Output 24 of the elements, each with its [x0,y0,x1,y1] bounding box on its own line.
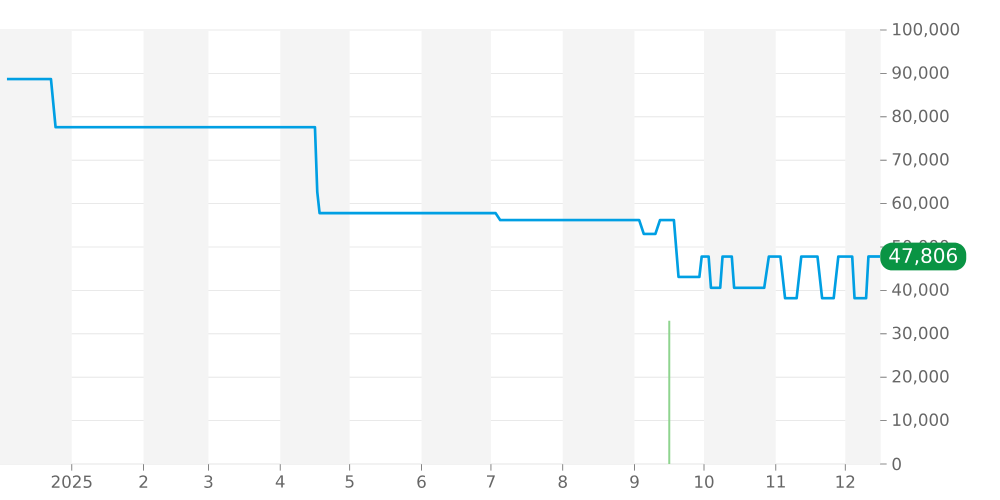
x-tick-label: 3 [204,475,212,488]
y-tick-label: 20,000 [892,370,949,384]
x-tick-label: 9 [630,475,639,488]
y-tick-label: 0 [892,458,901,470]
x-tick-label: 6 [417,475,426,488]
y-tick-label: 70,000 [892,153,949,168]
y-tick-label: 80,000 [892,110,949,124]
x-tick-label: 12 [836,475,854,488]
x-tick-label: 8 [558,475,567,488]
x-tick-label: 2025 [52,475,92,488]
y-tick-label: 100,000 [893,22,960,38]
x-tick-label: 2 [139,475,148,488]
x-tick-label: 11 [767,475,785,488]
y-tick-label: 10,000 [893,413,949,428]
line-series [6,78,882,300]
x-tick-label: 4 [276,475,285,488]
annotation: 47,806 [889,248,957,266]
y-tick-label: 60,000 [892,196,949,211]
y-tick-label: 30,000 [892,326,949,341]
x-tick-label: 7 [487,475,495,488]
x-tick-label: 5 [346,475,354,488]
x-tick-label: 10 [695,475,714,488]
y-tick-label: 40,000 [892,283,949,298]
y-tick-label: 90,000 [892,66,949,81]
